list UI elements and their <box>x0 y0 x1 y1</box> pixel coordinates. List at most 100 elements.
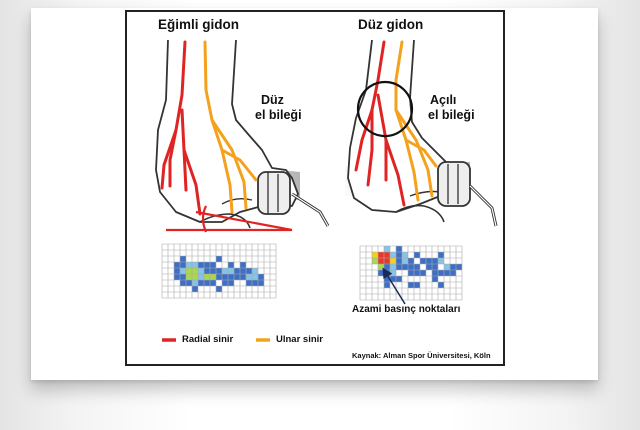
right-hand-illustration <box>345 39 498 227</box>
pressure-cell <box>186 268 192 274</box>
pressure-cell <box>228 280 234 286</box>
pressure-cell <box>216 274 222 280</box>
pressure-cell <box>396 252 402 258</box>
pressure-cell <box>450 270 456 276</box>
pressure-cell <box>378 270 384 276</box>
pressure-cell <box>222 274 228 280</box>
pressure-cell <box>222 268 228 274</box>
right-brake-lever <box>468 184 498 227</box>
pressure-cell <box>204 262 210 268</box>
pressure-cell <box>420 258 426 264</box>
right-wrist-label: Açılı el bileği <box>428 93 475 123</box>
wrist-angle-highlight <box>356 80 414 138</box>
pressure-cell <box>408 270 414 276</box>
pressure-cell <box>432 264 438 270</box>
pressure-cell <box>396 246 402 252</box>
pressure-cell <box>450 264 456 270</box>
pressure-cell <box>396 264 402 270</box>
pressure-cell <box>246 268 252 274</box>
pressure-cell <box>372 252 378 258</box>
pressure-cell <box>414 270 420 276</box>
legend-label-ulnar: Ulnar sinir <box>276 334 323 345</box>
pressure-cell <box>378 264 384 270</box>
pressure-cell <box>198 280 204 286</box>
right-grip <box>437 161 471 207</box>
pressure-cell <box>444 270 450 276</box>
pressure-cell <box>180 256 186 262</box>
pressure-cell <box>438 282 444 288</box>
legend-label-radial: Radial sinir <box>182 334 234 345</box>
pressure-cell <box>186 274 192 280</box>
pressure-cell <box>180 280 186 286</box>
pressure-cell <box>396 258 402 264</box>
pressure-cell <box>438 258 444 264</box>
pressure-cell <box>378 258 384 264</box>
pressure-cell <box>384 264 390 270</box>
pressure-cell <box>192 274 198 280</box>
pressure-cell <box>240 262 246 268</box>
pressure-cell <box>420 270 426 276</box>
pressure-cell <box>402 258 408 264</box>
pressure-cell <box>186 262 192 268</box>
right-radial-nerve <box>354 40 406 207</box>
pressure-cell <box>432 276 438 282</box>
pressure-cell <box>204 274 210 280</box>
left-wrist-label-line2: el bileği <box>255 108 302 122</box>
pressure-cell <box>216 286 222 292</box>
pressure-cell <box>426 258 432 264</box>
pressure-cell <box>192 262 198 268</box>
pressure-cell <box>174 268 180 274</box>
pressure-cell <box>426 264 432 270</box>
left-wrist-label-line1: Düz <box>261 93 284 107</box>
pressure-cell <box>432 270 438 276</box>
pressure-cell <box>240 268 246 274</box>
pressure-cell <box>384 282 390 288</box>
pressure-cell <box>246 280 252 286</box>
pressure-cell <box>438 270 444 276</box>
pressure-cell <box>372 258 378 264</box>
pressure-cell <box>198 262 204 268</box>
left-radial-nerve <box>160 40 202 216</box>
pressure-cell <box>444 264 450 270</box>
pressure-cell <box>204 268 210 274</box>
pressure-callout-arrow <box>382 267 406 305</box>
pressure-cell <box>192 268 198 274</box>
pressure-cell <box>378 252 384 258</box>
pressure-cell <box>222 280 228 286</box>
pressure-cell <box>246 274 252 280</box>
pressure-cell <box>414 252 420 258</box>
pressure-cell <box>252 268 258 274</box>
pressure-cell <box>228 274 234 280</box>
pressure-cell <box>180 274 186 280</box>
right-wrist-label-line1: Açılı <box>430 93 457 107</box>
pressure-cell <box>210 274 216 280</box>
pressure-cell <box>216 268 222 274</box>
left-grip <box>257 171 291 215</box>
left-hand-illustration <box>155 39 330 233</box>
pressure-cell <box>210 268 216 274</box>
pressure-cell <box>408 258 414 264</box>
left-pressure-map <box>161 243 277 299</box>
pressure-cell <box>180 268 186 274</box>
pressure-cell <box>390 252 396 258</box>
pressure-cell <box>414 282 420 288</box>
left-wrist-label: Düz el bileği <box>255 93 302 123</box>
left-panel-title: Eğimli gidon <box>158 17 239 32</box>
pressure-cell <box>384 258 390 264</box>
pressure-cell <box>174 274 180 280</box>
source-credit: Kaynak: Alman Spor Üniversitesi, Köln <box>352 351 491 360</box>
pressure-cell <box>216 256 222 262</box>
pressure-cell <box>198 268 204 274</box>
right-pressure-map <box>359 245 463 301</box>
pressure-cell <box>252 280 258 286</box>
pressure-cell <box>402 264 408 270</box>
source-prefix: Kaynak: <box>352 351 382 360</box>
pressure-cell <box>384 246 390 252</box>
pressure-cell <box>390 258 396 264</box>
pressure-cell <box>432 258 438 264</box>
pressure-cell <box>186 280 192 286</box>
pressure-cell <box>198 274 204 280</box>
pressure-cell <box>174 262 180 268</box>
pressure-cell <box>396 276 402 282</box>
